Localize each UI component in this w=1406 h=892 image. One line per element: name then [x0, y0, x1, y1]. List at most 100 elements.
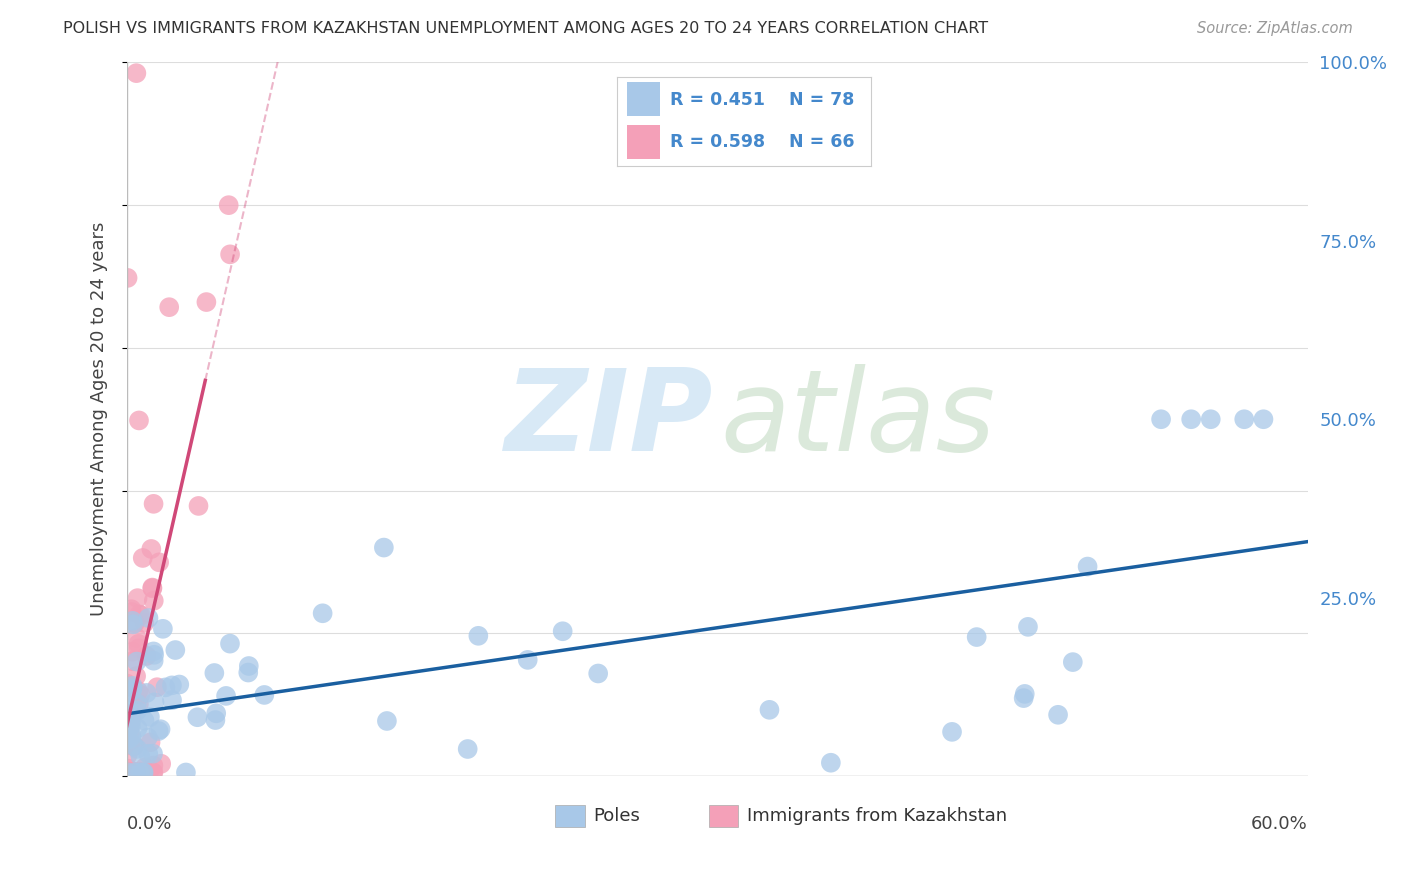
Text: ZIP: ZIP	[505, 364, 713, 475]
Point	[124, 764, 146, 779]
Point	[142, 644, 165, 658]
Point	[125, 765, 148, 780]
Point	[157, 300, 180, 314]
Point	[1180, 412, 1202, 426]
Text: POLISH VS IMMIGRANTS FROM KAZAKHSTAN UNEMPLOYMENT AMONG AGES 20 TO 24 YEARS CORR: POLISH VS IMMIGRANTS FROM KAZAKHSTAN UNE…	[63, 21, 988, 36]
Point	[117, 702, 139, 716]
Point	[117, 762, 139, 776]
Point	[117, 747, 139, 762]
Point	[118, 765, 141, 780]
Point	[1014, 687, 1036, 701]
Point	[155, 681, 177, 695]
Text: Poles: Poles	[593, 807, 640, 825]
Point	[120, 717, 142, 731]
Point	[121, 683, 143, 698]
Point	[115, 676, 138, 690]
Point	[152, 622, 174, 636]
Point	[141, 541, 163, 556]
Point	[1253, 412, 1275, 426]
Point	[143, 695, 166, 709]
Point	[219, 247, 242, 261]
Point	[941, 724, 963, 739]
Point	[118, 726, 141, 740]
Point	[117, 271, 139, 285]
Point	[121, 713, 143, 727]
Point	[150, 756, 173, 771]
Point	[118, 765, 141, 780]
Point	[148, 555, 170, 569]
Point	[118, 721, 141, 735]
Point	[121, 681, 143, 696]
Point	[132, 765, 155, 780]
Text: Source: ZipAtlas.com: Source: ZipAtlas.com	[1197, 21, 1353, 36]
Point	[128, 641, 150, 656]
Point	[139, 735, 162, 749]
Point	[117, 732, 139, 747]
Point	[202, 665, 225, 680]
Point	[125, 655, 148, 669]
Point	[253, 688, 276, 702]
Point	[146, 680, 169, 694]
Point	[128, 765, 150, 780]
Point	[238, 659, 260, 673]
Point	[160, 693, 183, 707]
Point	[148, 724, 170, 739]
Point	[134, 714, 156, 728]
Point	[758, 703, 780, 717]
Point	[139, 710, 162, 724]
Point	[373, 541, 395, 555]
Point	[129, 608, 152, 623]
Point	[238, 665, 260, 680]
Point	[120, 602, 142, 616]
Point	[143, 648, 166, 662]
Point	[127, 591, 149, 606]
Point	[120, 719, 142, 733]
Point	[1199, 412, 1222, 426]
Point	[135, 648, 157, 663]
Point	[1233, 412, 1256, 426]
Point	[117, 765, 139, 780]
Point	[142, 758, 165, 772]
Point	[375, 714, 398, 728]
Point	[551, 624, 574, 639]
Point	[124, 616, 146, 631]
Point	[132, 551, 155, 566]
Point	[165, 643, 187, 657]
Point	[467, 629, 489, 643]
Point	[125, 669, 148, 683]
Point	[121, 765, 143, 780]
Point	[135, 686, 157, 700]
Point	[125, 697, 148, 711]
Point	[121, 614, 143, 628]
Point	[121, 730, 143, 744]
Point	[141, 581, 163, 595]
Point	[128, 697, 150, 711]
Point	[132, 765, 155, 780]
Point	[131, 765, 153, 780]
Point	[134, 615, 156, 630]
Point	[115, 765, 138, 780]
Point	[117, 765, 139, 780]
Point	[586, 666, 609, 681]
Point	[120, 739, 142, 753]
Point	[120, 765, 142, 780]
Point	[141, 581, 163, 595]
Point	[1047, 707, 1070, 722]
Point	[1017, 620, 1039, 634]
Point	[127, 742, 149, 756]
Point	[117, 706, 139, 721]
Point	[128, 607, 150, 622]
Point	[127, 704, 149, 718]
Point	[125, 66, 148, 80]
Point	[966, 630, 988, 644]
Point	[138, 765, 160, 780]
Point	[122, 739, 145, 753]
Point	[124, 765, 146, 780]
Point	[219, 637, 242, 651]
Point	[142, 497, 165, 511]
Point	[121, 605, 143, 619]
Point	[187, 499, 209, 513]
Bar	[555, 805, 585, 828]
Point	[125, 631, 148, 645]
Text: 60.0%: 60.0%	[1251, 815, 1308, 833]
